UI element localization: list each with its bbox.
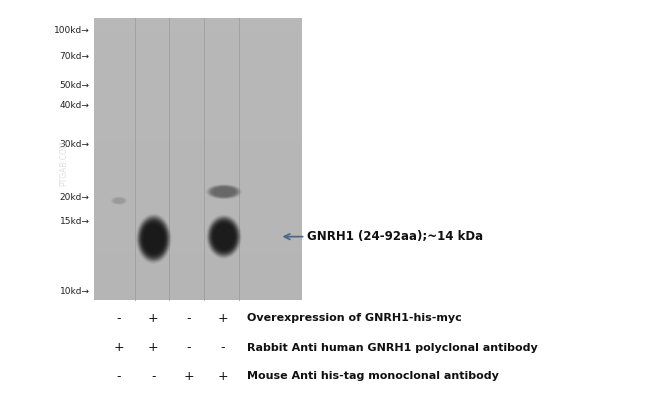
Ellipse shape [136,215,171,263]
Ellipse shape [136,213,172,264]
Ellipse shape [214,188,234,196]
Text: +: + [218,370,228,383]
Text: -: - [117,312,121,325]
Text: 100kd→: 100kd→ [54,26,90,35]
Ellipse shape [206,184,242,199]
Ellipse shape [215,188,233,195]
Text: GNRH1 (24-92aa);~14 kDa: GNRH1 (24-92aa);~14 kDa [307,230,483,243]
Ellipse shape [211,186,237,197]
Text: +: + [183,370,194,383]
Ellipse shape [209,186,239,198]
Text: +: + [148,312,159,325]
Text: +: + [114,341,124,354]
Ellipse shape [115,199,123,203]
Ellipse shape [208,217,240,257]
Ellipse shape [145,227,162,251]
Ellipse shape [114,198,124,204]
Ellipse shape [212,187,235,197]
Text: +: + [218,312,228,325]
Ellipse shape [114,198,124,203]
Text: 30kd→: 30kd→ [60,140,90,149]
Ellipse shape [114,198,124,203]
Text: 15kd→: 15kd→ [60,217,90,226]
Ellipse shape [207,185,240,199]
Ellipse shape [211,220,237,253]
Text: 20kd→: 20kd→ [60,193,90,202]
Ellipse shape [140,219,168,259]
Ellipse shape [146,228,161,249]
Ellipse shape [112,197,125,204]
Ellipse shape [142,223,165,255]
Text: -: - [117,370,121,383]
Ellipse shape [206,214,242,259]
Text: Rabbit Anti human GNRH1 polyclonal antibody: Rabbit Anti human GNRH1 polyclonal antib… [247,343,538,353]
Ellipse shape [212,222,236,252]
Ellipse shape [111,197,127,205]
Text: -: - [187,312,190,325]
Text: Overexpression of GNRH1-his-myc: Overexpression of GNRH1-his-myc [247,313,462,323]
Ellipse shape [113,198,125,204]
Ellipse shape [215,226,233,247]
Ellipse shape [142,222,166,256]
Text: -: - [151,370,155,383]
Ellipse shape [115,199,123,202]
Ellipse shape [214,225,233,248]
Ellipse shape [214,224,234,250]
Ellipse shape [216,188,231,195]
Text: -: - [221,341,225,354]
Text: 70kd→: 70kd→ [60,52,90,61]
Text: -: - [187,341,190,354]
Ellipse shape [208,185,239,198]
Text: 10kd→: 10kd→ [60,287,90,296]
Ellipse shape [112,197,126,204]
Text: PTGAB.COM: PTGAB.COM [59,140,68,186]
Ellipse shape [207,215,241,258]
Text: +: + [148,341,159,354]
Ellipse shape [213,187,235,196]
Ellipse shape [205,184,242,200]
Text: 40kd→: 40kd→ [60,101,90,110]
Ellipse shape [111,197,127,204]
Ellipse shape [138,217,169,260]
Text: 50kd→: 50kd→ [60,81,90,90]
Text: Mouse Anti his-tag monoclonal antibody: Mouse Anti his-tag monoclonal antibody [247,371,499,381]
Ellipse shape [144,225,163,252]
Ellipse shape [112,197,126,204]
Ellipse shape [216,227,231,246]
Ellipse shape [138,216,170,261]
Ellipse shape [140,220,167,257]
Ellipse shape [210,219,238,254]
Ellipse shape [213,223,235,251]
Ellipse shape [144,224,164,253]
Ellipse shape [210,186,238,197]
Ellipse shape [209,218,239,255]
